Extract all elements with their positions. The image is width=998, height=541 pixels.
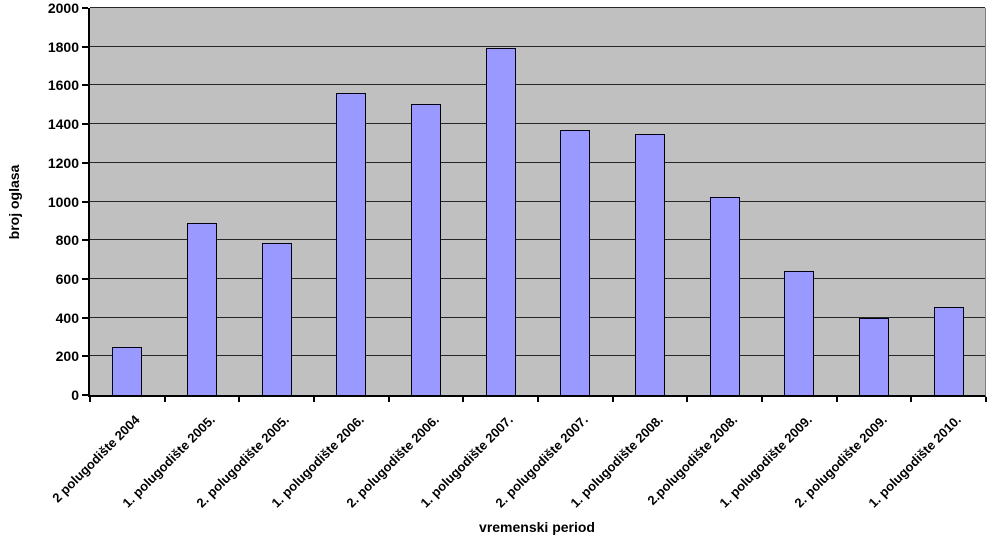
y-tick-label: 1800: [47, 38, 79, 55]
y-tick-label: 1400: [47, 116, 79, 133]
x-tick-mark: [387, 397, 390, 402]
x-tick-mark: [238, 397, 241, 402]
gridline-400: [90, 316, 985, 318]
bar-10: [784, 271, 815, 395]
x-tick-mark: [985, 397, 987, 402]
gridline-1800: [90, 45, 985, 47]
x-axis-title: vremenski period: [479, 519, 595, 535]
x-tick-mark: [313, 397, 315, 402]
y-tick-label: 1200: [47, 154, 79, 171]
bar-7: [560, 129, 591, 395]
x-tick-mark: [537, 397, 539, 402]
y-tick-mark: [82, 277, 88, 280]
y-tick-label: 0: [71, 387, 79, 403]
x-tick-mark: [89, 397, 91, 402]
y-tick-label: 1600: [47, 77, 79, 94]
bar-8: [635, 133, 665, 395]
gridline-200: [90, 355, 985, 357]
y-tick-label: 800: [55, 232, 79, 249]
y-tick-mark: [82, 355, 88, 358]
plot-area: [88, 7, 986, 397]
gridline-1400: [90, 123, 985, 125]
bar-2: [187, 222, 217, 395]
x-tick-mark: [835, 397, 838, 402]
y-tick-label: 2000: [47, 0, 79, 16]
gridline-800: [90, 239, 985, 241]
bar-9: [709, 196, 740, 395]
gridline-2000: [90, 7, 985, 8]
y-tick-label: 1000: [47, 193, 79, 210]
x-tick-mark: [910, 397, 913, 402]
bar-3: [261, 243, 292, 395]
y-tick-mark: [82, 84, 88, 87]
y-tick-mark: [82, 45, 88, 48]
gridline-600: [90, 277, 985, 279]
y-tick-label: 400: [55, 309, 79, 326]
y-tick-mark: [82, 316, 88, 319]
bar-11: [859, 317, 889, 395]
x-tick-mark: [686, 397, 689, 402]
y-tick-mark: [82, 394, 88, 396]
y-tick-mark: [82, 239, 88, 242]
x-tick-mark: [163, 397, 166, 402]
y-tick-label: 200: [55, 348, 79, 365]
gridline-1200: [90, 161, 985, 163]
bar-5: [411, 103, 441, 395]
bar-1: [112, 346, 143, 395]
bar-4: [336, 93, 367, 395]
x-tick-mark: [761, 397, 763, 402]
gridline-1600: [90, 84, 985, 86]
bar-12: [933, 306, 964, 395]
bar-6: [485, 47, 516, 395]
y-tick-mark: [82, 7, 88, 9]
y-tick-mark: [82, 123, 88, 126]
x-tick-mark: [611, 397, 614, 402]
y-tick-mark: [82, 161, 88, 164]
gridline-1000: [90, 200, 985, 202]
y-tick-mark: [82, 200, 88, 203]
y-tick-label: 600: [55, 270, 79, 287]
x-tick-mark: [462, 397, 465, 402]
